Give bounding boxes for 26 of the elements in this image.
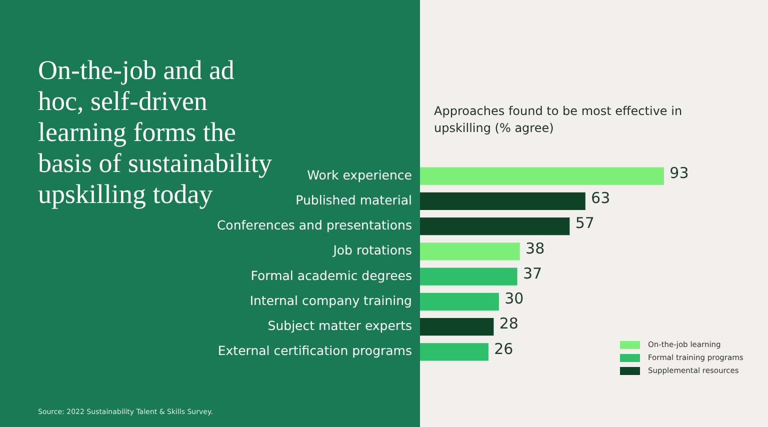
chart-subtitle: Approaches found to be most effective in upskilling (% agree) bbox=[434, 103, 684, 137]
data-label: 93 bbox=[670, 164, 689, 182]
bar bbox=[420, 192, 586, 210]
bar bbox=[420, 242, 520, 260]
y-tick-label: Work experience bbox=[307, 167, 412, 182]
data-label: 57 bbox=[575, 214, 594, 232]
y-tick-label: Formal academic degrees bbox=[250, 268, 412, 283]
y-tick-label: Published material bbox=[296, 192, 412, 208]
text: On-the-job and ad hoc, self-driven learning forms the basis of sustainability upskilling today bbox=[38, 55, 273, 210]
bar bbox=[420, 292, 499, 311]
data-label: 26 bbox=[494, 340, 514, 358]
bar bbox=[420, 343, 488, 361]
data-label: 63 bbox=[591, 189, 610, 208]
y-tick-label: Job rotations bbox=[332, 242, 412, 258]
y-tick-label: Internal company training bbox=[250, 292, 412, 308]
y-tick-label: Subject matter experts bbox=[268, 318, 412, 334]
y-tick-label: Conferences and presentations bbox=[216, 218, 412, 233]
bar bbox=[420, 268, 518, 286]
data-label: 28 bbox=[499, 314, 518, 333]
data-label: 30 bbox=[504, 290, 524, 308]
bar bbox=[420, 167, 664, 185]
bar bbox=[420, 318, 494, 336]
y-tick-label: External certification programs bbox=[218, 343, 412, 358]
bar bbox=[420, 217, 570, 236]
data-label: 38 bbox=[526, 239, 545, 258]
data-label: 37 bbox=[522, 264, 542, 282]
